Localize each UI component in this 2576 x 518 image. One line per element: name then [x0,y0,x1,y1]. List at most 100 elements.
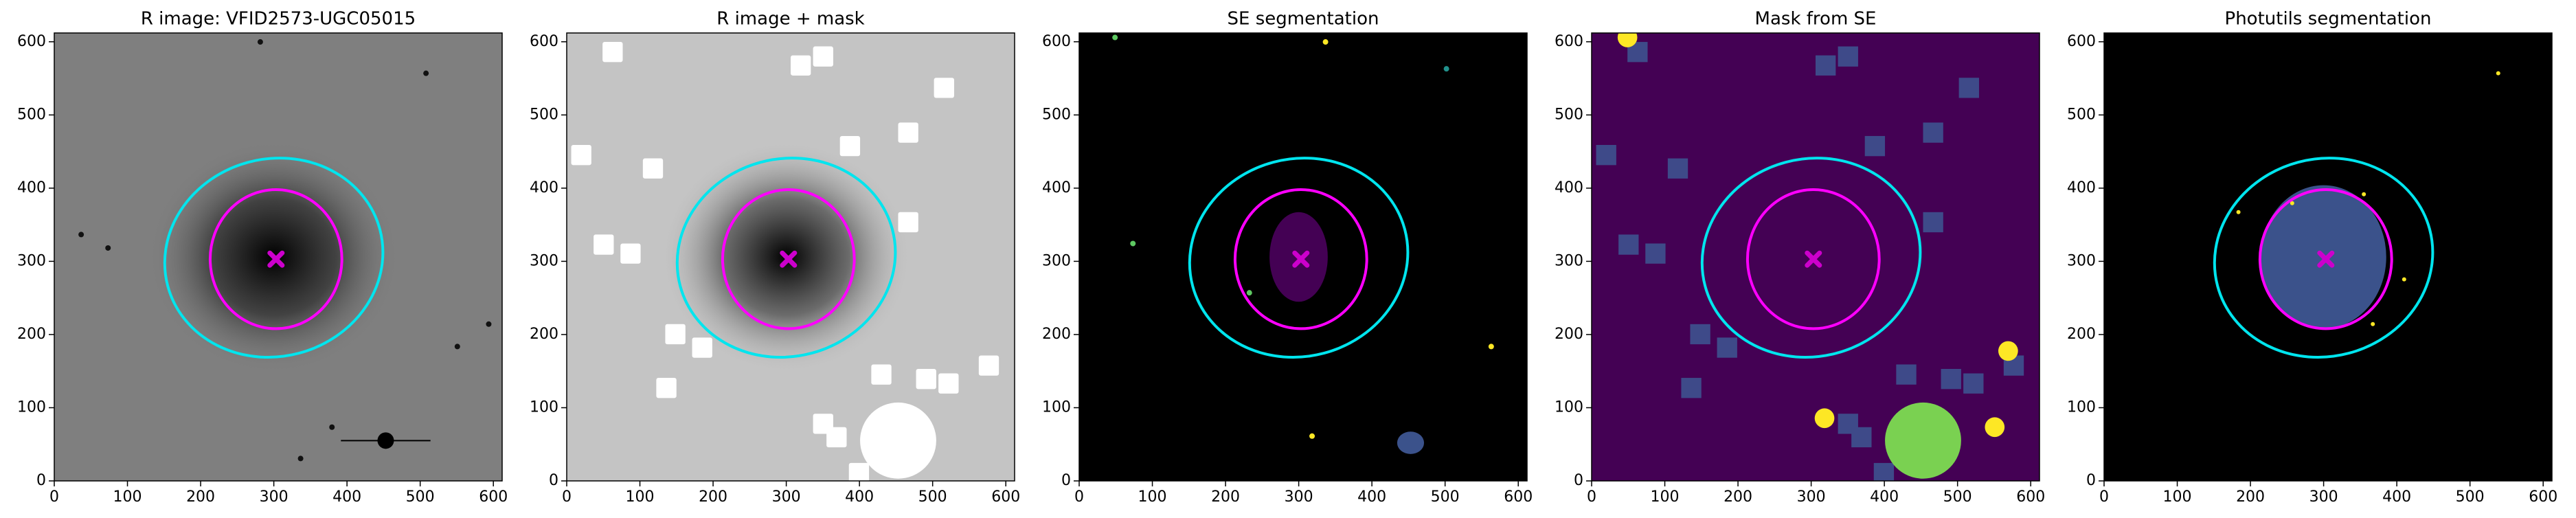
segment [2402,277,2406,282]
axes-frame [1591,32,2040,482]
y-tick-label: 0 [2086,472,2096,489]
y-tick-label: 100 [1555,398,1583,416]
aperture-ellipse [208,188,343,330]
y-tick-label: 200 [1042,326,1071,343]
mask-square [848,462,870,481]
mask-square [602,42,623,63]
star [105,245,111,251]
x-tick-label: 0 [2099,488,2109,506]
mask-square [620,243,641,264]
x-tick-label: 400 [2382,488,2411,506]
mask-square [1873,462,1895,481]
x-tick-label: 0 [49,488,59,506]
mask-square [826,427,847,448]
panel-title: R image: VFID2573-UGC05015 [141,9,416,30]
y-tick-label: 300 [1555,252,1583,269]
aperture-ellipse [1188,157,1410,359]
center-marker [2317,250,2335,268]
mask-square [978,355,999,376]
mask-square [1851,427,1872,448]
axes-frame [566,32,1015,482]
aperture-ellipse [2258,188,2393,330]
y-tick-label: 200 [530,326,558,343]
center-marker [1292,250,1310,268]
segment [1488,344,1494,350]
x-tick-label: 100 [113,488,142,506]
x-tick-label: 300 [1797,488,1826,506]
segment [1246,290,1252,296]
y-tick-label: 400 [530,179,558,196]
x-tick-label: 0 [1074,488,1084,506]
y-tick-label: 300 [530,252,558,269]
mask-square [839,135,861,157]
y-tick-label: 0 [36,472,46,489]
mask-circle [1998,341,2018,361]
segment [1397,431,1425,454]
mask-square [871,364,892,385]
aperture-ellipse [1700,157,1922,359]
y-tick-label: 600 [1555,33,1583,50]
y-tick-label: 600 [17,33,46,50]
x-tick-label: 100 [626,488,655,506]
star [78,232,84,238]
panel: 0 100 200 300 400 500 600 0 100 200 300 400 500 600 SE… [1042,9,1533,506]
mask-square [1681,378,1702,398]
y-tick-label: 0 [549,472,558,489]
mask-square [1864,135,1886,157]
segment [2371,322,2375,326]
segment [1309,433,1315,439]
x-tick-label: 300 [772,488,801,506]
mask-square [594,234,614,255]
x-tick-label: 400 [845,488,874,506]
x-tick-label: 100 [1138,488,1167,506]
mask-square [1963,373,1984,394]
y-tick-label: 500 [1042,106,1071,123]
x-tick-label: 300 [2309,488,2338,506]
x-tick-label: 200 [699,488,727,506]
mask-square [692,337,712,358]
aperture-ellipse [721,188,856,330]
y-tick-label: 300 [17,252,46,269]
y-tick-label: 200 [17,326,46,343]
mask-square [1667,158,1688,179]
segment [2236,210,2241,214]
panel: 0 100 200 300 400 500 600 0 100 200 300 400 500 600 R … [530,9,1020,506]
mask-square [791,55,811,76]
y-tick-label: 300 [1042,252,1071,269]
x-tick-label: 600 [2016,488,2045,506]
mask-square [813,46,833,67]
y-tick-label: 200 [1555,326,1583,343]
mask-circle [1814,408,1835,429]
mask-square [571,145,591,166]
y-tick-label: 100 [17,398,46,416]
y-tick-label: 600 [530,33,558,50]
x-tick-label: 500 [2456,488,2485,506]
mask-square [642,158,664,179]
panel: 0 100 200 300 400 500 600 0 100 200 300 400 500 600 R … [17,9,508,506]
center-marker [780,250,798,268]
mask-circle [1885,402,1961,479]
y-tick-label: 100 [2067,398,2096,416]
mask-square [1645,243,1666,264]
x-tick-label: 200 [186,488,215,506]
x-tick-label: 500 [1943,488,1972,506]
x-tick-label: 600 [1504,488,1533,506]
y-tick-label: 600 [2067,33,2096,50]
segment [1112,34,1118,41]
x-tick-label: 100 [2163,488,2192,506]
segment [2362,192,2366,196]
mask-square [1596,145,1616,166]
x-tick-label: 300 [1285,488,1313,506]
mask-square [1618,234,1639,255]
aperture-ellipse [163,157,385,359]
image-content [78,39,492,462]
segment [1443,66,1449,72]
y-tick-label: 400 [2067,179,2096,196]
mask-circle [860,402,936,479]
segment [1130,240,1136,247]
image-content [1112,34,1494,454]
aperture-ellipse [1233,188,1368,330]
x-tick-label: 0 [562,488,572,506]
